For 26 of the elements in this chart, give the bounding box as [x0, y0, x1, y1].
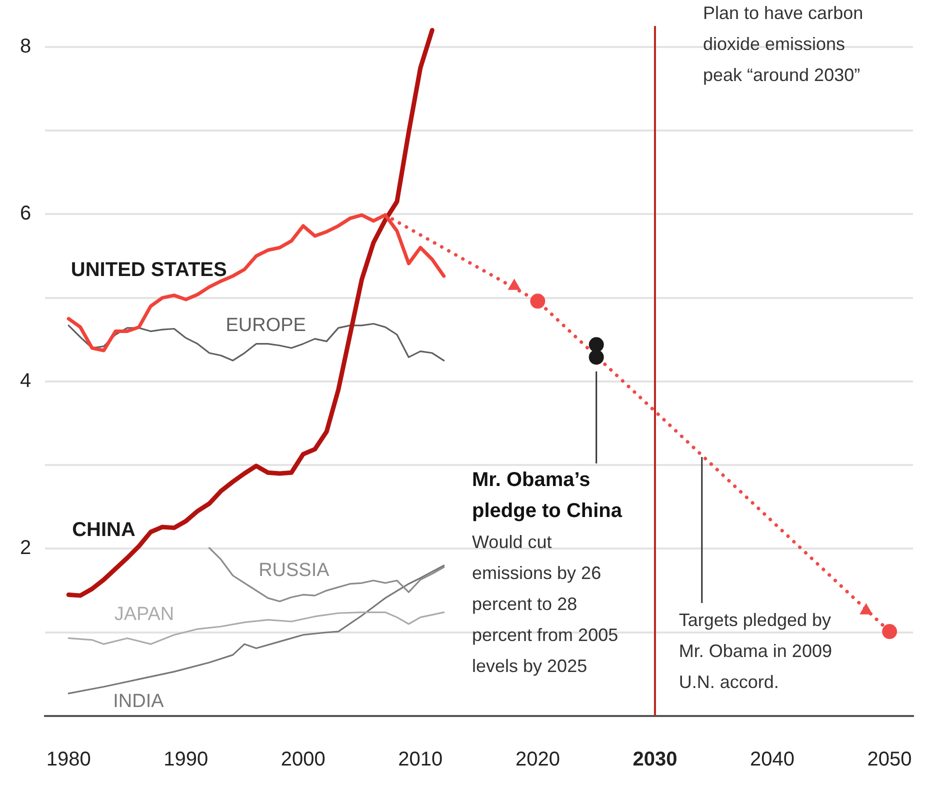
annotation: Targets pledged by Mr. Obama in 2009 U.N. accord.	[678, 609, 833, 694]
x-tick-label: 2010	[398, 748, 443, 771]
x-tick-label: 2030	[632, 748, 678, 771]
series-label: UNITED STATES	[70, 259, 227, 282]
point	[882, 624, 898, 640]
series-label: JAPAN	[114, 604, 174, 626]
x-tick-label: 2000	[280, 748, 326, 771]
y-tick-label: 4	[20, 370, 32, 392]
ref-line-label: Plan to have carbon dioxide emissions peak “around 2030”	[702, 2, 864, 87]
x-tick-label: 2050	[867, 748, 912, 771]
point	[588, 350, 604, 365]
series-label: CHINA	[72, 518, 136, 542]
point	[588, 337, 604, 352]
x-tick-label: 1990	[164, 748, 208, 771]
x-tick-label: 2040	[750, 748, 795, 771]
x-tick-label: 2020	[515, 748, 560, 771]
annotation: Mr. Obama’s pledge to China	[472, 468, 624, 524]
annotation: Would cut emissions by 26 percent to 28 percent from 2005 levels by 2025	[472, 531, 620, 678]
x-tick-label: 1980	[46, 748, 91, 771]
series-label: RUSSIA	[258, 560, 330, 582]
y-tick-label: 6	[20, 202, 32, 225]
series-label: EUROPE	[226, 314, 306, 337]
series-label: INDIA	[113, 690, 164, 713]
y-tick-label: 2	[20, 537, 32, 560]
y-tick-label: 8	[20, 35, 32, 58]
point	[530, 294, 546, 309]
